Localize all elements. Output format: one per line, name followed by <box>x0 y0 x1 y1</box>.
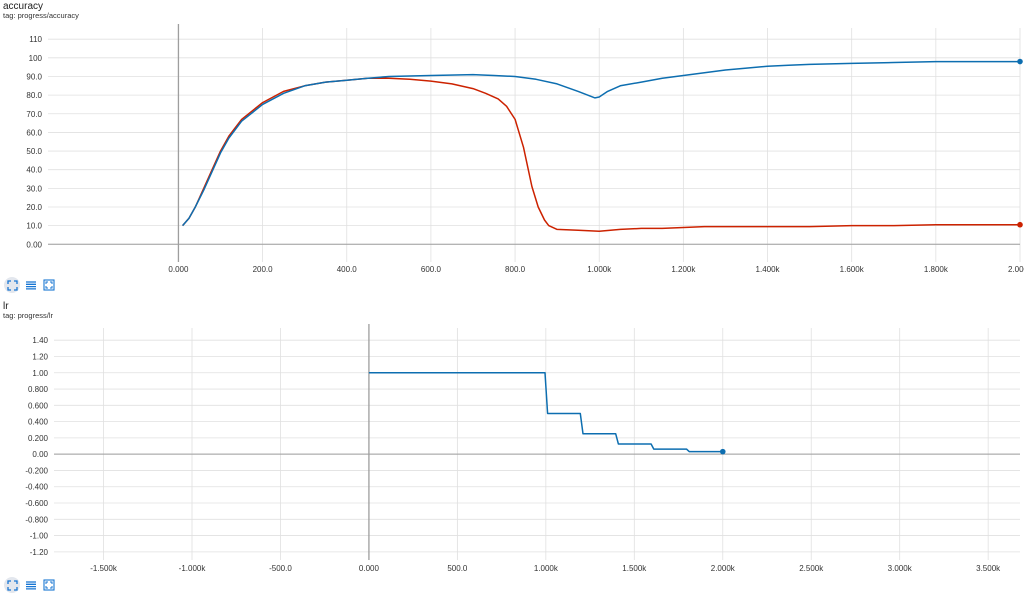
y-tick-label: 0.600 <box>28 401 49 410</box>
chart-tag: tag: progress/accuracy <box>3 11 79 20</box>
series-end-point <box>719 448 726 455</box>
x-tick-label: -500.0 <box>269 564 292 573</box>
y-tick-label: 20.0 <box>26 203 42 212</box>
series-line <box>182 60 1020 227</box>
list-icon <box>26 280 36 290</box>
x-tick-label: 0.000 <box>168 265 189 274</box>
accuracy-card: accuracy tag: progress/accuracy 0.000 200… <box>0 0 1024 296</box>
x-tick-label: -1.500k <box>90 564 118 573</box>
y-tick-label: 10.0 <box>26 222 42 231</box>
fit-domain-button[interactable] <box>42 278 56 292</box>
x-tick-label: 800.0 <box>505 265 526 274</box>
series-end-point <box>1017 58 1023 65</box>
accuracy-plot[interactable]: 0.000 200.0 400.0 600.0 800.0 1.000k 1.200k 1.4… <box>0 0 1024 276</box>
x-tick-label: 1.200k <box>671 265 696 274</box>
chart-tag: tag: progress/lr <box>3 311 54 320</box>
x-tick-label: 1.600k <box>840 265 865 274</box>
y-tick-label: 0.00 <box>26 240 42 249</box>
y-tick-label: 0.400 <box>28 418 49 427</box>
x-tick-label: 500.0 <box>447 564 468 573</box>
fullscreen-icon <box>6 579 18 591</box>
x-tick-label: 2.000k <box>711 564 736 573</box>
fit-domain-button[interactable] <box>42 578 56 592</box>
x-tick-label: 1.000k <box>587 265 612 274</box>
x-tick-label: 2.500k <box>799 564 824 573</box>
y-tick-label: 80.0 <box>26 91 42 100</box>
list-icon <box>26 580 36 590</box>
fit-domain-icon <box>43 279 55 291</box>
lr-card: lr tag: progress/lr -1.500k -1.000k -500.0… <box>0 298 1024 593</box>
y-tick-label: 0.800 <box>28 385 49 394</box>
fullscreen-button[interactable] <box>4 577 20 593</box>
series-line <box>368 372 723 453</box>
series-line <box>182 77 1020 232</box>
x-tick-label: 400.0 <box>337 265 358 274</box>
y-tick-label: 90.0 <box>26 72 42 81</box>
x-tick-label: -1.000k <box>179 564 207 573</box>
series-end-point <box>1017 221 1023 228</box>
x-tick-label: 200.0 <box>253 265 274 274</box>
y-tick-label: 1.40 <box>32 336 48 345</box>
x-tick-label: 3.000k <box>888 564 913 573</box>
y-tick-label: 0.200 <box>28 434 49 443</box>
y-tick-label: -0.400 <box>25 483 48 492</box>
x-tick-label: 1.400k <box>756 265 781 274</box>
y-tick-label: 110 <box>29 35 42 44</box>
y-tick-label: -1.00 <box>30 532 49 541</box>
y-tick-label: 1.20 <box>32 352 48 361</box>
chart-toolbar <box>4 277 56 293</box>
y-tick-label: 30.0 <box>26 184 42 193</box>
y-tick-label: 0.00 <box>32 450 48 459</box>
grid <box>54 328 1020 560</box>
x-tick-label: 1.800k <box>924 265 949 274</box>
y-tick-label: 50.0 <box>26 147 42 156</box>
chart-title: accuracy <box>3 1 44 12</box>
y-tick-label: -1.20 <box>30 548 49 557</box>
chart-title: lr <box>3 301 9 312</box>
y-tick-label: 100 <box>29 54 43 63</box>
toggle-log-button[interactable] <box>24 578 38 592</box>
x-tick-label: 600.0 <box>421 265 442 274</box>
x-tick-label: 1.000k <box>534 564 559 573</box>
fullscreen-button[interactable] <box>4 277 20 293</box>
lr-plot[interactable]: -1.500k -1.000k -500.0 0.000 500.0 1.000k 1.50… <box>0 320 1024 576</box>
toggle-log-button[interactable] <box>24 278 38 292</box>
y-tick-label: 70.0 <box>26 110 42 119</box>
x-tick-label: 2.000k <box>1008 265 1024 274</box>
x-tick-label: 3.500k <box>976 564 1001 573</box>
y-tick-label: 60.0 <box>26 128 42 137</box>
y-tick-label: -0.200 <box>25 466 48 475</box>
x-tick-label: 0.000 <box>359 564 380 573</box>
fullscreen-icon <box>6 279 18 291</box>
chart-toolbar <box>4 577 56 593</box>
y-tick-label: -0.800 <box>25 515 48 524</box>
y-tick-label: -0.600 <box>25 499 48 508</box>
x-tick-label: 1.500k <box>622 564 647 573</box>
fit-domain-icon <box>43 579 55 591</box>
y-tick-label: 40.0 <box>26 166 42 175</box>
y-tick-label: 1.00 <box>32 369 48 378</box>
